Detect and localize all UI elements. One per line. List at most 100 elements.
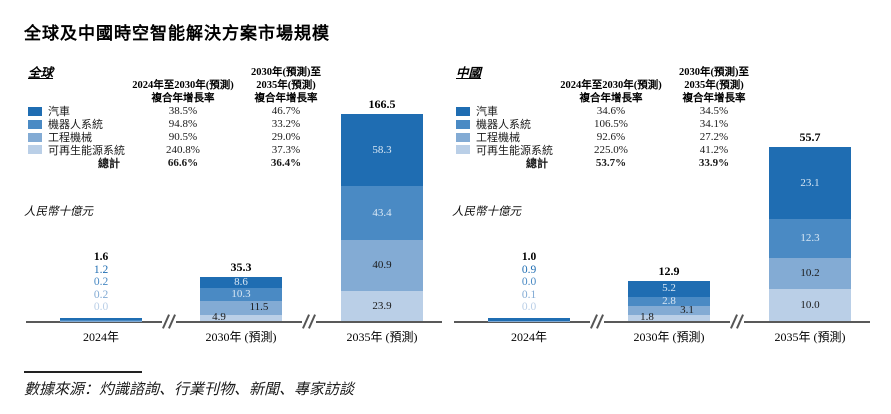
segment-value-label: 58.3 bbox=[372, 143, 392, 156]
total-row: 總計 66.6% 36.4% bbox=[24, 156, 354, 170]
bar-segment bbox=[769, 147, 851, 220]
cagr-header-col1: 2024年至2030年(預測) 複合年增長率 bbox=[549, 79, 673, 105]
category-label: 2030年 (預測) bbox=[205, 330, 277, 344]
category-label: 2035年 (預測) bbox=[774, 330, 846, 344]
legend-label-cell: 機器人系統 bbox=[24, 116, 128, 132]
total-cagr-value: 36.4% bbox=[270, 156, 302, 169]
cagr-value: 106.5% bbox=[594, 118, 628, 131]
stacked-value-label: 0.0 bbox=[521, 301, 537, 313]
segment-value-label: 2.8 bbox=[662, 294, 676, 307]
stacked-bar: 58.3 43.4 40.9 23.9 bbox=[341, 114, 423, 321]
bar-value-stack: 1.6 1.2 0.2 0.2 0.0 bbox=[56, 251, 146, 314]
segment-value-label: 4.9 bbox=[212, 310, 226, 323]
legend-color-swatch bbox=[456, 106, 470, 116]
legend-row: 工程機械 92.6% 27.2% bbox=[452, 131, 782, 144]
legend-row: 汽車 38.5% 46.7% bbox=[24, 105, 354, 118]
bar-total-label: 35.3 bbox=[230, 260, 252, 275]
header-line: 複合年增長率 bbox=[579, 93, 643, 104]
legend-series-name: 汽車 bbox=[48, 106, 70, 119]
cagr-value: 34.1% bbox=[699, 118, 729, 131]
legend-label-cell: 可再生能源系統 bbox=[24, 142, 128, 158]
cagr-value: 27.2% bbox=[699, 130, 729, 143]
cagr-value: 34.6% bbox=[596, 105, 626, 118]
bar-total-label: 55.7 bbox=[799, 130, 821, 144]
stacked-bar-chart: 1.6 1.2 0.2 0.2 0.0 2024年 8.6 10.3 11.5 4.9 35.3 20… bbox=[24, 52, 444, 364]
cagr-value: 29.0% bbox=[271, 130, 301, 143]
segment-value-label: 3.1 bbox=[680, 304, 694, 317]
cagr-value: 240.8% bbox=[166, 143, 200, 156]
legend-label-cell: 工程機械 bbox=[24, 129, 128, 145]
total-row: 總計 53.7% 33.9% bbox=[452, 156, 782, 170]
total-row-label: 總計 bbox=[526, 157, 548, 170]
total-cagr-value: 33.9% bbox=[698, 156, 730, 169]
segment-value-label: 8.6 bbox=[234, 275, 248, 288]
segment-value-label: 12.3 bbox=[800, 231, 820, 244]
legend-label-cell: 汽車 bbox=[24, 103, 128, 119]
bar-segment bbox=[628, 315, 710, 321]
header-line: 複合年增長率 bbox=[682, 93, 746, 104]
cagr-value: 33.2% bbox=[271, 118, 301, 131]
total-cagr-value: 53.7% bbox=[595, 156, 627, 169]
cagr-value: 41.2% bbox=[699, 143, 729, 156]
legend-series-name: 機器人系統 bbox=[476, 119, 531, 132]
bar-segment bbox=[341, 291, 423, 321]
stacked-value-label: 0.9 bbox=[521, 263, 537, 276]
stacked-value-label: 1.2 bbox=[93, 263, 109, 276]
cagr-header-col1: 2024年至2030年(預測) 複合年增長率 bbox=[121, 79, 245, 105]
bar-segment bbox=[341, 186, 423, 241]
cagr-legend-table: 汽車 38.5% 46.7% 機器人系統 94.8% 33.2% 工程機械 90.5% 29.0… bbox=[24, 105, 354, 170]
cagr-value: 34.5% bbox=[699, 105, 729, 118]
axis-break-icon bbox=[590, 313, 604, 330]
bar-total-label: 1.0 bbox=[521, 251, 537, 263]
header-line: 2035年(預測) bbox=[256, 80, 316, 91]
header-line: 2035年(預測) bbox=[684, 80, 744, 91]
header-line: 2030年(預測)至 bbox=[251, 67, 321, 78]
cagr-value: 38.5% bbox=[168, 105, 198, 118]
cagr-value: 46.7% bbox=[271, 105, 301, 118]
legend-label-cell: 可再生能源系統 bbox=[452, 142, 556, 158]
cagr-value: 92.6% bbox=[596, 130, 626, 143]
segment-value-label: 11.5 bbox=[249, 301, 269, 314]
header-line: 2030年(預測)至 bbox=[679, 67, 749, 78]
legend-row: 工程機械 90.5% 29.0% bbox=[24, 131, 354, 144]
x-axis-line bbox=[454, 321, 870, 323]
x-axis-line bbox=[26, 321, 442, 323]
segment-value-label: 10.3 bbox=[231, 287, 251, 300]
legend-color-swatch bbox=[456, 119, 470, 129]
legend-series-name: 汽車 bbox=[476, 106, 498, 119]
bar-total-label: 1.6 bbox=[93, 251, 109, 263]
stacked-bar bbox=[60, 317, 142, 321]
bar-segment bbox=[200, 277, 282, 288]
cagr-value: 225.0% bbox=[594, 143, 628, 156]
bar-segment bbox=[488, 317, 570, 321]
source-note: 數據來源：灼識諮詢、行業刊物、新聞、專家訪談 bbox=[24, 382, 355, 398]
axis-unit-label: 人民幣十億元 bbox=[24, 206, 93, 218]
legend-color-swatch bbox=[28, 132, 42, 142]
segment-value-label: 1.8 bbox=[640, 310, 654, 323]
source-divider bbox=[24, 371, 142, 373]
legend-row: 機器人系統 106.5% 34.1% bbox=[452, 118, 782, 131]
segment-value-label: 10.2 bbox=[800, 267, 820, 280]
axis-break-icon bbox=[302, 313, 316, 330]
legend-label-cell: 工程機械 bbox=[452, 129, 556, 145]
bar-total-label: 12.9 bbox=[658, 263, 680, 278]
bar-segment bbox=[769, 289, 851, 321]
legend-row: 汽車 34.6% 34.5% bbox=[452, 105, 782, 118]
cagr-value: 37.3% bbox=[271, 143, 301, 156]
chart-title: 全球及中國時空智能解決方案市場規模 bbox=[24, 24, 330, 44]
header-line: 2024年至2030年(預測) bbox=[132, 80, 234, 91]
legend-color-swatch bbox=[456, 132, 470, 142]
axis-break-icon bbox=[730, 313, 744, 330]
axis-break-icon bbox=[162, 313, 176, 330]
segment-value-label: 5.2 bbox=[662, 282, 676, 295]
bar-segment bbox=[628, 280, 710, 297]
bar-value-stack: 1.0 0.9 0.0 0.1 0.0 bbox=[484, 251, 574, 314]
bar-segment bbox=[341, 114, 423, 187]
legend-color-swatch bbox=[456, 145, 470, 155]
cagr-value: 94.8% bbox=[168, 118, 198, 131]
region-label: 全球 bbox=[28, 66, 54, 80]
legend-series-name: 可再生能源系統 bbox=[476, 144, 553, 157]
legend-row: 可再生能源系統 240.8% 37.3% bbox=[24, 142, 354, 158]
category-label: 2030年 (預測) bbox=[633, 330, 705, 344]
